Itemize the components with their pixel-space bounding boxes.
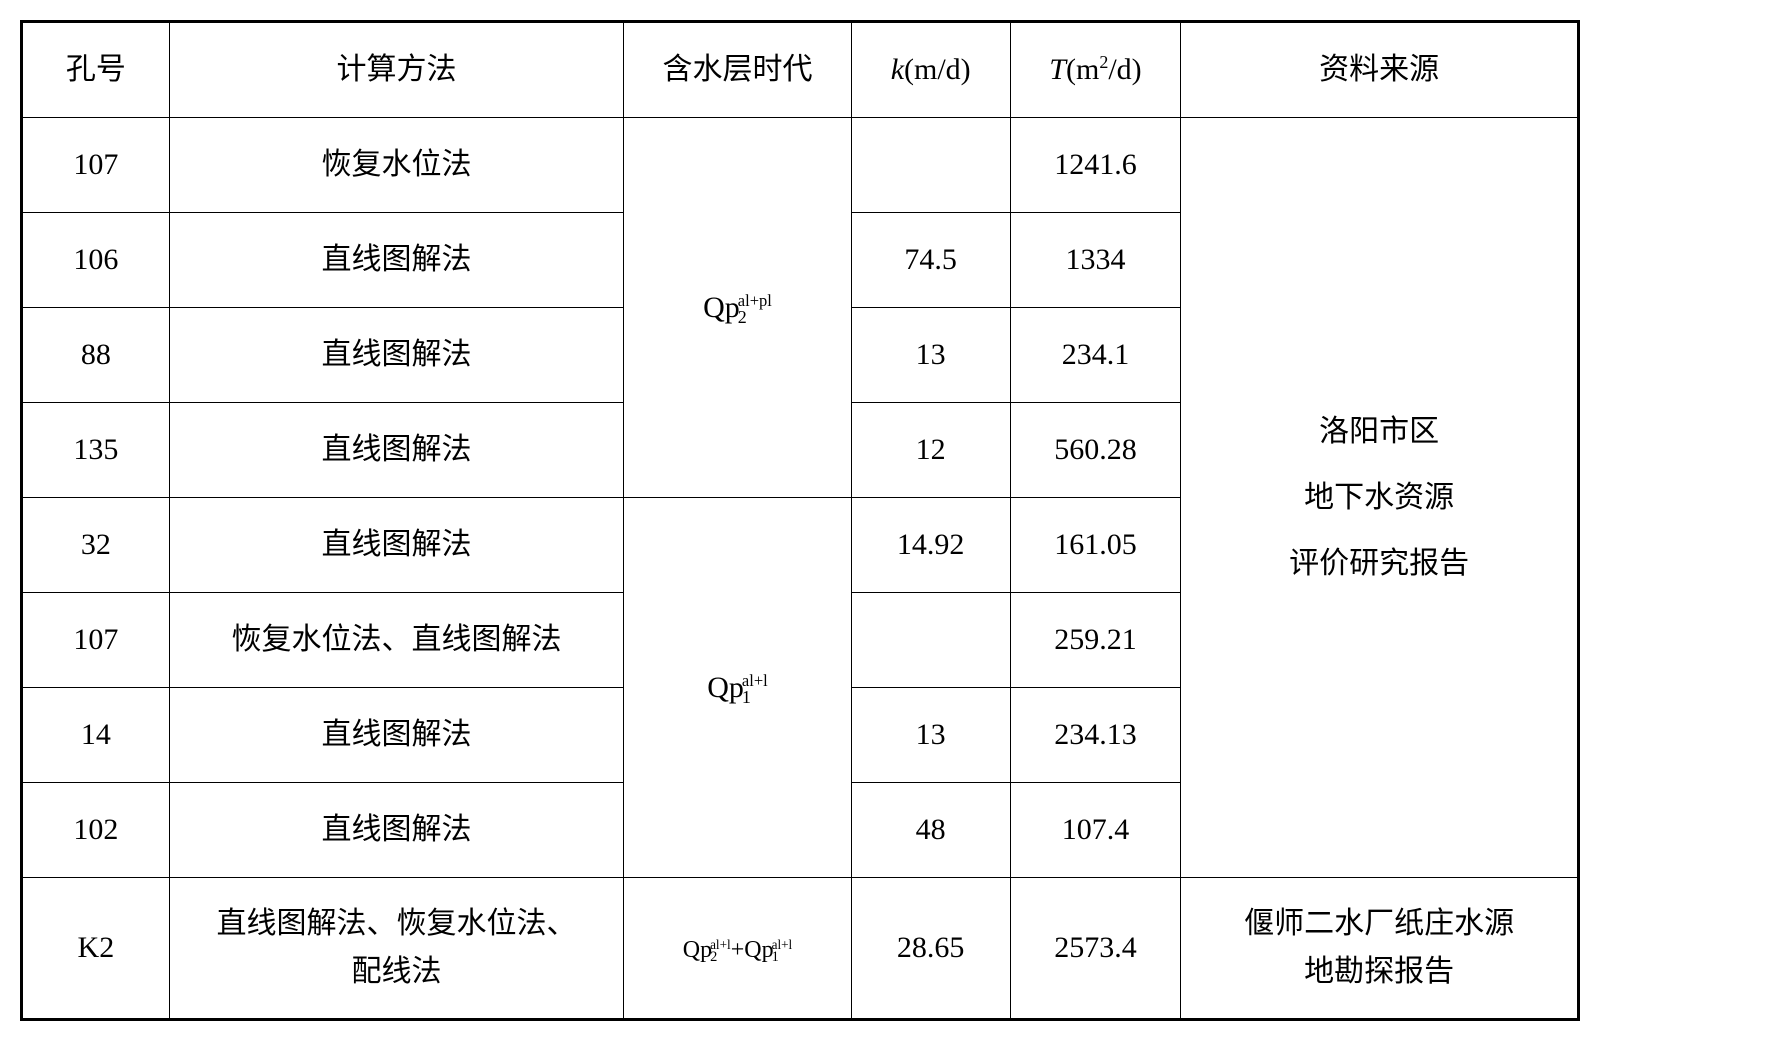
r9-method-line2: 配线法 — [352, 955, 442, 988]
table-row: K2 直线图解法、恢复水位法、 配线法 Qpal+l2+Qpal+l1 28.6… — [22, 878, 1579, 1020]
cell-source-group1: 洛阳市区 地下水资源 评价研究报告 — [1181, 118, 1579, 878]
cell-hole: 14 — [22, 688, 170, 783]
cell-hole: 135 — [22, 403, 170, 498]
cell-era-group1: Qpal+pl2 — [624, 118, 851, 498]
era3-p2-main: Qp — [744, 937, 773, 963]
table-row: 107 恢复水位法 Qpal+pl2 1241.6 洛阳市区 地下水资源 评价研… — [22, 118, 1579, 213]
era3-p2-sub: 1 — [772, 951, 793, 964]
cell-k — [851, 593, 1010, 688]
cell-method: 直线图解法 — [169, 783, 624, 878]
cell-t: 1334 — [1010, 213, 1180, 308]
cell-k — [851, 118, 1010, 213]
data-table: 孔号 计算方法 含水层时代 k(m/d) T(m2/d) 资料来源 107 恢复… — [20, 20, 1580, 1021]
cell-method: 恢复水位法、直线图解法 — [169, 593, 624, 688]
cell-t: 107.4 — [1010, 783, 1180, 878]
cell-source-group2: 偃师二水厂纸庄水源 地勘探报告 — [1181, 878, 1579, 1020]
cell-k: 12 — [851, 403, 1010, 498]
r9-method-line1: 直线图解法、恢复水位法、 — [217, 907, 577, 940]
cell-method: 直线图解法 — [169, 498, 624, 593]
cell-k: 13 — [851, 308, 1010, 403]
cell-hole: 106 — [22, 213, 170, 308]
cell-hole: K2 — [22, 878, 170, 1020]
cell-method: 直线图解法、恢复水位法、 配线法 — [169, 878, 624, 1020]
header-row: 孔号 计算方法 含水层时代 k(m/d) T(m2/d) 资料来源 — [22, 22, 1579, 118]
cell-t: 234.1 — [1010, 308, 1180, 403]
era2-main: Qp — [707, 671, 744, 704]
cell-k: 14.92 — [851, 498, 1010, 593]
cell-era-group2: Qpal+l1 — [624, 498, 851, 878]
era3-plus: + — [731, 937, 745, 963]
cell-method: 直线图解法 — [169, 403, 624, 498]
cell-t: 161.05 — [1010, 498, 1180, 593]
source1-line1: 洛阳市区 — [1319, 415, 1439, 448]
header-era: 含水层时代 — [624, 22, 851, 118]
cell-method: 直线图解法 — [169, 688, 624, 783]
source2-line1: 偃师二水厂纸庄水源 — [1244, 907, 1514, 940]
cell-t: 2573.4 — [1010, 878, 1180, 1020]
header-source: 资料来源 — [1181, 22, 1579, 118]
header-t-unit-open: (m — [1066, 53, 1099, 86]
cell-t: 234.13 — [1010, 688, 1180, 783]
cell-era-group3: Qpal+l2+Qpal+l1 — [624, 878, 851, 1020]
era3-p1-main: Qp — [683, 937, 712, 963]
header-method: 计算方法 — [169, 22, 624, 118]
header-k: k(m/d) — [851, 22, 1010, 118]
cell-hole: 88 — [22, 308, 170, 403]
cell-k: 28.65 — [851, 878, 1010, 1020]
cell-method: 恢复水位法 — [169, 118, 624, 213]
header-hole: 孔号 — [22, 22, 170, 118]
cell-method: 直线图解法 — [169, 308, 624, 403]
cell-hole: 107 — [22, 593, 170, 688]
era1-main: Qp — [703, 291, 740, 324]
cell-method: 直线图解法 — [169, 213, 624, 308]
cell-t: 259.21 — [1010, 593, 1180, 688]
cell-t: 1241.6 — [1010, 118, 1180, 213]
source2-line2: 地勘探报告 — [1304, 955, 1454, 988]
source1-line3: 评价研究报告 — [1289, 547, 1469, 580]
cell-k: 48 — [851, 783, 1010, 878]
header-t: T(m2/d) — [1010, 22, 1180, 118]
header-t-exp: 2 — [1099, 52, 1108, 72]
cell-t: 560.28 — [1010, 403, 1180, 498]
cell-hole: 32 — [22, 498, 170, 593]
cell-k: 13 — [851, 688, 1010, 783]
header-t-unit-close: /d) — [1108, 53, 1141, 86]
era3-p1-sub: 2 — [710, 951, 731, 964]
cell-hole: 102 — [22, 783, 170, 878]
cell-k: 74.5 — [851, 213, 1010, 308]
header-k-unit: (m/d) — [904, 53, 971, 86]
era1-sub: 2 — [738, 309, 772, 325]
cell-hole: 107 — [22, 118, 170, 213]
era2-sub: 1 — [742, 689, 768, 705]
header-t-symbol: T — [1049, 53, 1066, 86]
source1-line2: 地下水资源 — [1304, 481, 1454, 514]
header-k-symbol: k — [891, 53, 904, 86]
